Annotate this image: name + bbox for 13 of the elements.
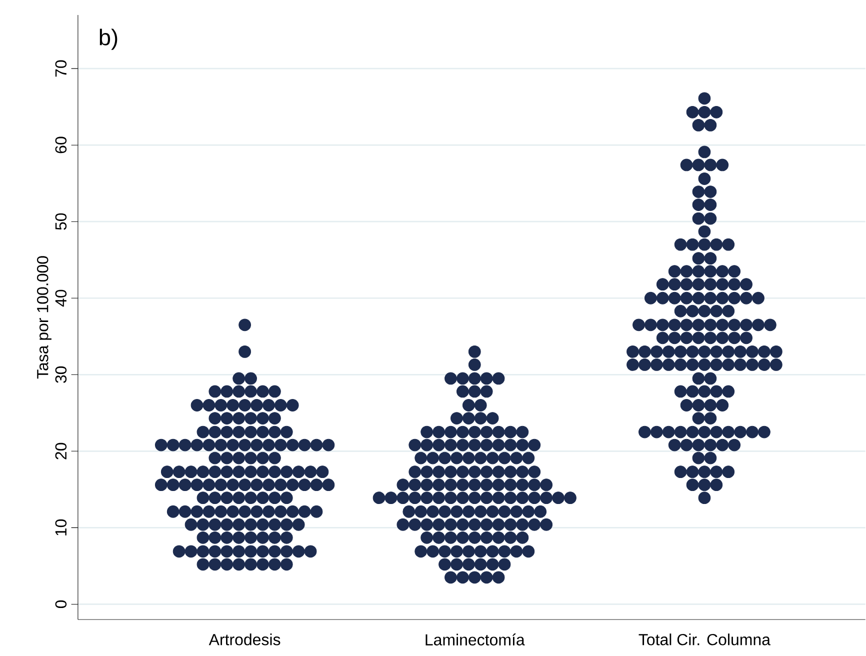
y-tick-label: 60 (55, 136, 67, 153)
y-tick-label: 50 (55, 213, 67, 230)
y-tick-label: 70 (55, 60, 67, 76)
y-axis-title: Tasa por 100.000 (36, 256, 52, 378)
y-tick-label: 10 (55, 519, 67, 536)
annotation: b) (100, 28, 118, 50)
x-tick-label: Laminectomía (426, 633, 525, 646)
x-tick-label: Artrodesis (208, 633, 280, 646)
y-tick-label: 30 (55, 366, 67, 383)
y-tick-label: 20 (55, 442, 67, 460)
y-tick-label: 0 (55, 600, 67, 608)
x-tick-label: Total Cir. Columna (638, 633, 770, 646)
y-tick-label: 40 (55, 290, 67, 306)
